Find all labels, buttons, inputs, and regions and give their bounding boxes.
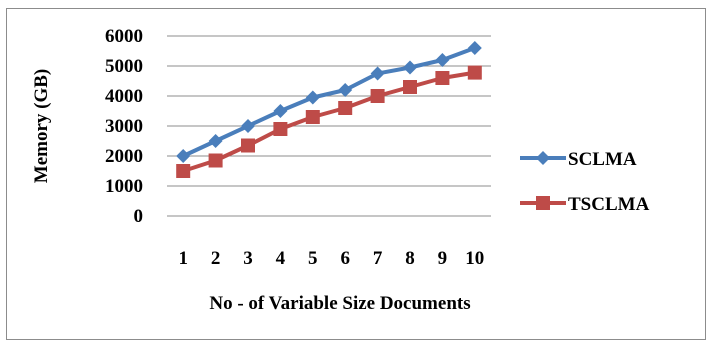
data-point [338,101,353,115]
y-tick-label: 1000 [105,176,143,197]
y-tick-labels: 0 1000 2000 3000 4000 5000 6000 [105,26,143,227]
y-tick-label: 6000 [105,26,143,47]
series-sclma [176,41,482,163]
x-tick-label: 1 [178,248,188,269]
data-point [403,80,417,94]
data-point [435,53,450,67]
x-tick-label: 4 [276,248,286,269]
data-point [273,104,288,118]
x-tick-label: 7 [373,248,383,269]
legend-marker [536,151,550,165]
chart-frame [6,8,706,340]
data-point [305,110,320,124]
data-point [305,90,320,105]
x-tick-labels: 1 2 3 4 5 6 7 8 9 10 [178,248,484,269]
x-tick-label: 2 [211,248,221,269]
data-point [435,71,450,85]
data-point [338,83,353,97]
x-axis-title: No - of Variable Size Documents [209,293,470,314]
x-tick-label: 6 [340,248,350,269]
legend-item-sclma: SCLMA [520,149,637,170]
legend-item-tsclma: TSCLMA [520,194,650,215]
data-point [176,164,191,178]
y-tick-label: 2000 [105,146,143,167]
y-axis-title: Memory (GB) [31,69,52,183]
series-line [182,46,476,158]
data-point [370,66,385,81]
y-tick-label: 3000 [105,116,143,137]
y-tick-label: 4000 [105,86,143,107]
x-tick-label: 3 [243,248,253,269]
x-tick-label: 5 [308,248,318,269]
x-tick-label: 9 [438,248,448,269]
series-tsclma [176,65,482,178]
data-point [241,119,255,133]
data-point [208,153,223,168]
data-point [273,122,288,136]
data-point [403,60,417,75]
data-point [208,134,223,148]
data-point [176,149,191,163]
gridlines [167,35,491,217]
x-tick-label: 10 [465,248,484,269]
y-tick-label: 0 [134,206,144,227]
legend-label: SCLMA [568,149,637,170]
legend: SCLMA TSCLMA [520,149,650,215]
legend-marker [536,196,550,210]
legend-label: TSCLMA [568,194,650,215]
data-point [467,65,482,80]
data-point [370,89,385,103]
x-tick-label: 8 [405,248,415,269]
data-point [467,41,482,55]
series-layer [176,41,482,178]
data-point [241,138,255,153]
series-line [182,70,476,173]
y-tick-label: 5000 [105,56,143,77]
